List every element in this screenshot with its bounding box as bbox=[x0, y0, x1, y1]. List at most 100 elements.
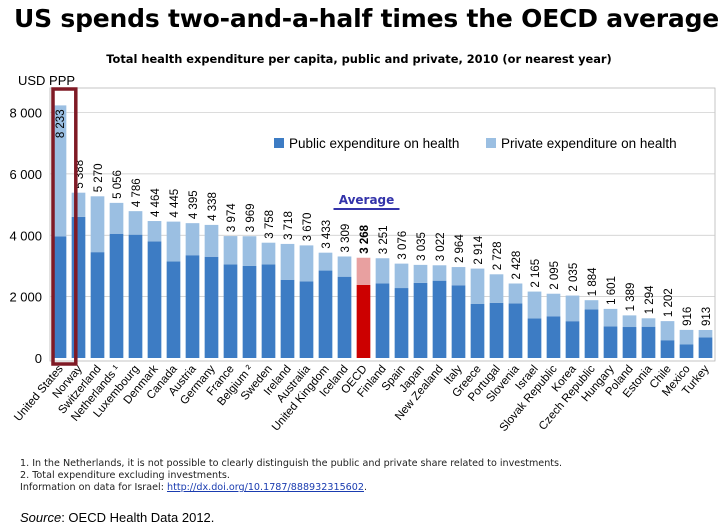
bar-private bbox=[185, 223, 200, 256]
bar-public bbox=[432, 280, 447, 358]
value-label: 1 389 bbox=[625, 283, 637, 312]
bar-private bbox=[204, 224, 219, 257]
bar-public bbox=[451, 285, 466, 358]
value-label: 2 035 bbox=[568, 263, 580, 292]
bar-private bbox=[299, 245, 314, 282]
bar-private bbox=[261, 242, 276, 265]
bar-public bbox=[185, 255, 200, 358]
bar-private bbox=[337, 256, 352, 277]
bar-public bbox=[71, 216, 86, 358]
average-label: Average bbox=[339, 193, 395, 207]
bar-public bbox=[128, 234, 143, 358]
value-label: 916 bbox=[682, 307, 694, 326]
bar-private bbox=[166, 221, 181, 262]
bar-public bbox=[280, 279, 295, 358]
bar-public bbox=[584, 309, 599, 358]
bar-public bbox=[147, 241, 162, 358]
bar-private bbox=[470, 268, 485, 304]
value-label: 4 464 bbox=[150, 188, 162, 217]
bar-private bbox=[622, 315, 637, 328]
israel-data-link[interactable]: http://dx.doi.org/10.1787/888932315602 bbox=[166, 482, 364, 493]
value-label: 1 601 bbox=[606, 276, 618, 305]
y-tick-label: 6 000 bbox=[9, 167, 42, 182]
bars bbox=[52, 105, 713, 358]
bar-private bbox=[90, 196, 105, 253]
bar-public bbox=[109, 233, 124, 358]
source-label: Source bbox=[20, 510, 62, 525]
value-label: 3 035 bbox=[416, 232, 428, 261]
bar-public bbox=[318, 270, 333, 358]
chart-title: Total health expenditure per capita, pub… bbox=[106, 52, 612, 66]
value-label: 2 428 bbox=[511, 251, 523, 280]
value-label: 3 251 bbox=[378, 225, 390, 254]
value-label: 4 786 bbox=[131, 178, 143, 207]
value-label: 3 309 bbox=[340, 224, 352, 253]
footnote-2: 2. Total expenditure excluding investmen… bbox=[20, 470, 230, 481]
bar-private bbox=[432, 265, 447, 281]
bar-public bbox=[698, 337, 713, 358]
bar-public bbox=[546, 316, 561, 358]
bar-public bbox=[204, 256, 219, 358]
bar-private bbox=[565, 295, 580, 322]
bar-public bbox=[375, 283, 390, 358]
bar-public bbox=[603, 326, 618, 358]
y-axis-ticks: 0 2 000 4 000 6 000 8 000 bbox=[9, 106, 42, 366]
bar-public bbox=[527, 318, 542, 358]
bar-public bbox=[508, 303, 523, 358]
value-label: 5 270 bbox=[93, 164, 105, 193]
bar-private bbox=[128, 211, 143, 235]
bar-public bbox=[565, 321, 580, 358]
bar-public bbox=[489, 302, 504, 358]
bar-private bbox=[546, 293, 561, 317]
y-axis-label: USD PPP bbox=[18, 73, 76, 88]
y-tick-label: 2 000 bbox=[9, 290, 42, 305]
bar-public bbox=[299, 281, 314, 358]
bar-private bbox=[375, 258, 390, 284]
legend-label-public: Public expenditure on health bbox=[289, 136, 459, 151]
bar-public bbox=[622, 327, 637, 358]
y-tick-label: 8 000 bbox=[9, 106, 42, 121]
value-label: 913 bbox=[701, 307, 713, 326]
y-tick-label: 0 bbox=[35, 351, 42, 366]
value-label: 4 395 bbox=[188, 190, 200, 219]
x-axis-labels: United StatesNorwaySwitzerlandNetherland… bbox=[12, 363, 712, 434]
bar-private bbox=[679, 329, 694, 345]
value-label: 3 718 bbox=[283, 211, 295, 240]
bar-public bbox=[261, 264, 276, 358]
bar-public bbox=[660, 340, 675, 358]
bar-private bbox=[489, 274, 504, 303]
value-label: 1 294 bbox=[644, 285, 656, 314]
bar-private bbox=[413, 264, 428, 283]
value-label: 3 076 bbox=[397, 231, 409, 260]
value-label: 2 728 bbox=[492, 242, 504, 271]
israel-note-end: . bbox=[363, 482, 368, 493]
value-label: 4 445 bbox=[169, 189, 181, 218]
bar-private bbox=[603, 308, 618, 327]
bar-public bbox=[223, 264, 238, 358]
value-label: 8 233 bbox=[55, 109, 67, 138]
value-label: 3 268 bbox=[359, 224, 371, 253]
footnotes: 1. In the Netherlands, it is not possibl… bbox=[20, 458, 562, 494]
bar-private bbox=[508, 283, 523, 304]
bar-private bbox=[318, 252, 333, 271]
bar-public bbox=[641, 326, 656, 358]
bar-private bbox=[52, 105, 67, 237]
bar-public bbox=[413, 282, 428, 358]
value-label: 3 670 bbox=[302, 213, 314, 242]
bar-public bbox=[679, 344, 694, 358]
source: Source: OECD Health Data 2012. bbox=[20, 510, 214, 525]
bar-private bbox=[356, 257, 371, 285]
bar-public bbox=[242, 265, 257, 358]
bar-private bbox=[641, 318, 656, 327]
value-label: 2 964 bbox=[454, 234, 466, 263]
legend-swatch-private bbox=[486, 138, 496, 148]
value-label: 2 165 bbox=[530, 259, 542, 288]
value-label: 4 338 bbox=[207, 192, 219, 221]
value-label: 1 202 bbox=[663, 288, 675, 317]
israel-note: Information on data for Israel: http://d… bbox=[20, 482, 562, 494]
value-label: 3 974 bbox=[226, 203, 238, 232]
legend-swatch-public bbox=[274, 138, 284, 148]
y-tick-label: 4 000 bbox=[9, 228, 42, 243]
